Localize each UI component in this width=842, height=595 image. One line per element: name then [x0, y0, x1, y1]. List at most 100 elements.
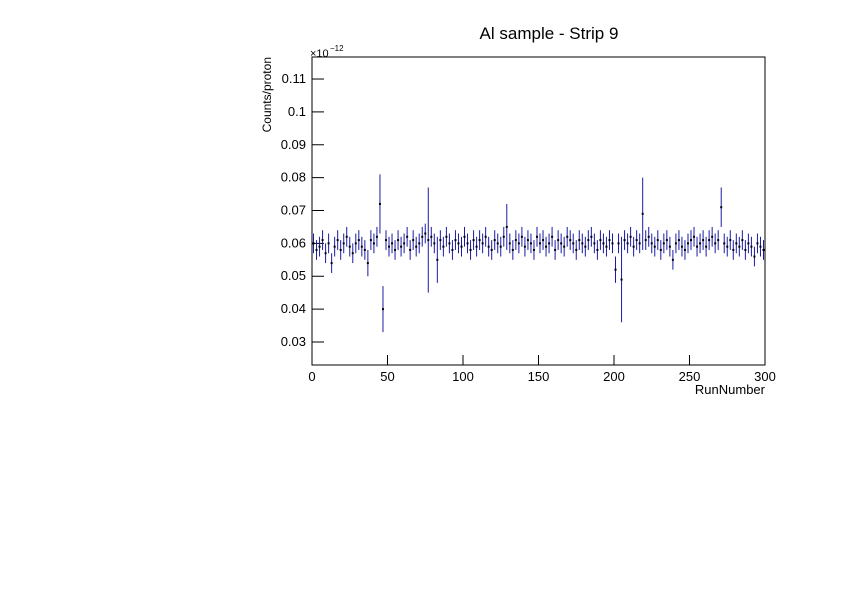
y-tick-label: 0.11: [282, 71, 306, 86]
point: [569, 239, 572, 242]
point: [481, 242, 484, 245]
point: [711, 235, 714, 238]
y-multiplier: ×10: [310, 48, 329, 60]
point: [433, 242, 436, 245]
point: [463, 235, 466, 238]
point: [581, 242, 584, 245]
point: [611, 242, 614, 245]
point: [557, 239, 560, 242]
point: [360, 245, 363, 248]
point: [327, 242, 330, 245]
point: [741, 239, 744, 242]
point: [493, 239, 496, 242]
y-tick-label: 0.03: [281, 334, 306, 349]
point: [572, 242, 575, 245]
point: [424, 232, 427, 235]
point: [635, 239, 638, 242]
point: [708, 239, 711, 242]
point: [427, 239, 430, 242]
point: [632, 245, 635, 248]
x-tick-label: 50: [380, 369, 394, 384]
point: [535, 235, 538, 238]
point: [366, 262, 369, 265]
point: [705, 245, 708, 248]
point: [412, 239, 415, 242]
point: [369, 239, 372, 242]
x-tick-label: 150: [528, 369, 550, 384]
point: [375, 235, 378, 238]
point: [400, 245, 403, 248]
point: [421, 235, 424, 238]
point: [324, 252, 327, 255]
point: [514, 239, 517, 242]
point: [759, 245, 762, 248]
point: [330, 262, 333, 265]
point: [403, 242, 406, 245]
point: [593, 242, 596, 245]
point: [406, 235, 409, 238]
point: [614, 268, 617, 271]
y-tick-label: 0.05: [281, 268, 306, 283]
point: [729, 239, 732, 242]
point: [566, 235, 569, 238]
point: [439, 239, 442, 242]
point: [490, 248, 493, 251]
point: [626, 242, 629, 245]
point: [548, 242, 551, 245]
point: [545, 245, 548, 248]
point: [641, 212, 644, 215]
point: [747, 242, 750, 245]
point: [629, 235, 632, 238]
point: [726, 245, 729, 248]
point: [551, 235, 554, 238]
point: [336, 239, 339, 242]
point: [466, 242, 469, 245]
point: [623, 239, 626, 242]
point: [542, 239, 545, 242]
point: [602, 242, 605, 245]
point: [735, 242, 738, 245]
point: [451, 248, 454, 251]
point: [599, 239, 602, 242]
point: [442, 245, 445, 248]
point: [448, 242, 451, 245]
point: [638, 242, 641, 245]
chart-title: Al sample - Strip 9: [480, 24, 619, 43]
point: [608, 239, 611, 242]
y-exponent: −12: [330, 44, 344, 53]
point: [732, 248, 735, 251]
point: [351, 252, 354, 255]
point: [496, 242, 499, 245]
x-tick-label: 100: [452, 369, 474, 384]
point: [397, 239, 400, 242]
point: [436, 258, 439, 261]
point: [696, 245, 699, 248]
point: [665, 239, 668, 242]
point: [668, 245, 671, 248]
point: [539, 242, 542, 245]
point: [584, 245, 587, 248]
point: [384, 239, 387, 242]
point: [478, 239, 481, 242]
point: [677, 239, 680, 242]
point: [578, 239, 581, 242]
point: [683, 248, 686, 251]
point: [693, 235, 696, 238]
point: [714, 242, 717, 245]
point: [644, 239, 647, 242]
point: [430, 235, 433, 238]
point: [388, 245, 391, 248]
point: [315, 248, 318, 251]
point: [575, 248, 578, 251]
point: [469, 248, 472, 251]
point: [487, 245, 490, 248]
point: [653, 245, 656, 248]
point: [738, 245, 741, 248]
point: [505, 225, 508, 228]
point: [484, 235, 487, 238]
point: [372, 242, 375, 245]
point: [415, 245, 418, 248]
y-tick-label: 0.04: [281, 301, 306, 316]
